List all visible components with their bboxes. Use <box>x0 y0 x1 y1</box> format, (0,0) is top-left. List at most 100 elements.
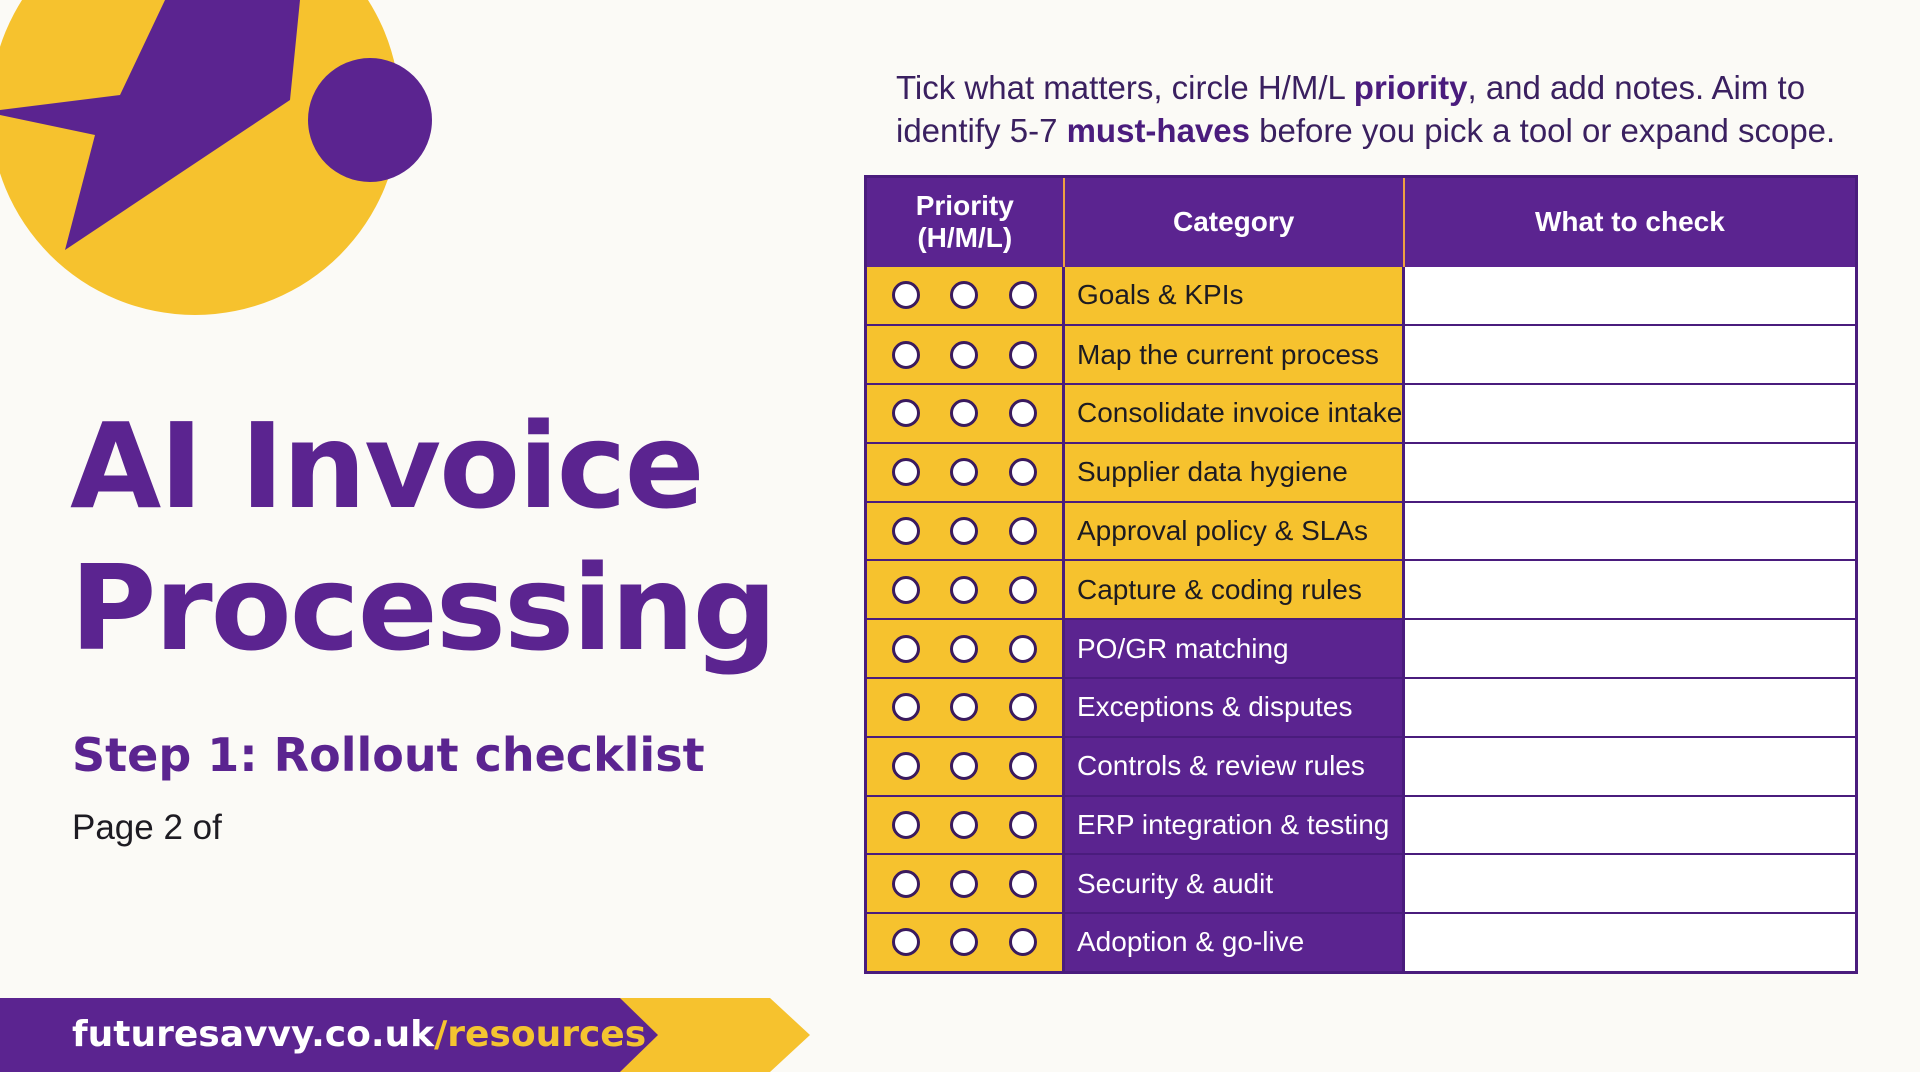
priority-medium-radio[interactable] <box>950 575 979 604</box>
priority-cell <box>865 384 1065 444</box>
priority-medium-radio[interactable] <box>950 281 979 310</box>
priority-high-radio[interactable] <box>892 399 921 428</box>
priority-high-radio[interactable] <box>892 281 921 310</box>
category-cell: ERP integration & testing <box>1063 795 1406 856</box>
table-row: Exceptions & disputes <box>865 678 1857 738</box>
footer-domain: futuresavvy.co.uk <box>72 1014 435 1055</box>
priority-high-radio[interactable] <box>892 458 921 487</box>
priority-low-radio[interactable] <box>1008 693 1037 722</box>
priority-low-radio[interactable] <box>1008 811 1037 840</box>
priority-medium-radio[interactable] <box>950 752 979 781</box>
table-row: Approval policy & SLAs <box>865 501 1857 562</box>
category-cell: Supplier data hygiene <box>1063 442 1406 503</box>
table-row: Goals & KPIs <box>865 266 1857 327</box>
intro-bold-must-haves: must-haves <box>1066 112 1250 149</box>
purple-star-shape <box>0 0 300 250</box>
priority-cell <box>865 913 1065 974</box>
priority-low-radio[interactable] <box>1008 928 1037 957</box>
priority-cell <box>865 736 1065 797</box>
priority-cell <box>865 795 1065 856</box>
priority-medium-radio[interactable] <box>950 340 979 369</box>
header-priority-line-2: (H/M/L) <box>917 222 1013 254</box>
header-category: Category <box>1063 176 1405 267</box>
page-title: AI Invoice Processing <box>70 395 777 679</box>
priority-cell <box>865 854 1065 915</box>
table-row: Consolidate invoice intake <box>865 384 1857 444</box>
intro-text: Tick what matters, circle H/M/L priority… <box>896 66 1896 152</box>
priority-low-radio[interactable] <box>1008 340 1037 369</box>
title-line-2: Processing <box>70 539 777 677</box>
priority-low-radio[interactable] <box>1008 575 1037 604</box>
priority-low-radio[interactable] <box>1008 869 1037 898</box>
footer-yellow-arrow <box>600 998 810 1072</box>
priority-high-radio[interactable] <box>892 575 921 604</box>
intro-bold-priority: priority <box>1353 69 1468 106</box>
priority-low-radio[interactable] <box>1008 634 1037 663</box>
what-to-check-cell[interactable] <box>1403 619 1857 680</box>
priority-medium-radio[interactable] <box>950 693 979 722</box>
subtitle: Step 1: Rollout checklist <box>72 728 705 782</box>
priority-medium-radio[interactable] <box>950 399 979 428</box>
priority-low-radio[interactable] <box>1008 281 1037 310</box>
category-cell: Adoption & go-live <box>1063 913 1406 974</box>
category-cell: Map the current process <box>1063 325 1406 386</box>
priority-high-radio[interactable] <box>892 693 921 722</box>
priority-cell <box>865 619 1065 680</box>
category-cell: Capture & coding rules <box>1063 560 1406 621</box>
category-cell: Controls & review rules <box>1063 736 1406 797</box>
category-cell: Exceptions & disputes <box>1063 678 1406 738</box>
table-row: Security & audit <box>865 854 1857 915</box>
priority-low-radio[interactable] <box>1008 458 1037 487</box>
checklist-table: Priority (H/M/L) Category What to check … <box>864 175 1858 974</box>
priority-high-radio[interactable] <box>892 811 921 840</box>
intro-part-3: before you pick a tool or expand scope. <box>1250 112 1836 149</box>
table-header-row: Priority (H/M/L) Category What to check <box>865 176 1857 267</box>
priority-cell <box>865 678 1065 738</box>
priority-high-radio[interactable] <box>892 928 921 957</box>
priority-high-radio[interactable] <box>892 340 921 369</box>
what-to-check-cell[interactable] <box>1403 325 1857 386</box>
title-line-1: AI Invoice <box>70 397 705 535</box>
what-to-check-cell[interactable] <box>1403 501 1857 562</box>
category-cell: Goals & KPIs <box>1063 266 1406 327</box>
what-to-check-cell[interactable] <box>1403 913 1857 974</box>
what-to-check-cell[interactable] <box>1403 678 1857 738</box>
priority-low-radio[interactable] <box>1008 517 1037 546</box>
header-priority: Priority (H/M/L) <box>865 176 1065 267</box>
footer-link[interactable]: futuresavvy.co.uk/resources <box>72 1014 646 1055</box>
priority-medium-radio[interactable] <box>950 458 979 487</box>
footer-path: /resources <box>434 1014 647 1055</box>
category-cell: Consolidate invoice intake <box>1063 384 1406 444</box>
what-to-check-cell[interactable] <box>1403 854 1857 915</box>
footer-purple-arrow <box>0 998 658 1072</box>
intro-part-1: Tick what matters, circle H/M/L <box>896 69 1354 106</box>
priority-medium-radio[interactable] <box>950 869 979 898</box>
what-to-check-cell[interactable] <box>1403 560 1857 621</box>
category-cell: Security & audit <box>1063 854 1406 915</box>
priority-high-radio[interactable] <box>892 517 921 546</box>
table-row: Supplier data hygiene <box>865 442 1857 503</box>
what-to-check-cell[interactable] <box>1403 384 1857 444</box>
priority-medium-radio[interactable] <box>950 517 979 546</box>
priority-low-radio[interactable] <box>1008 399 1037 428</box>
header-what-to-check: What to check <box>1403 176 1857 267</box>
what-to-check-cell[interactable] <box>1403 795 1857 856</box>
what-to-check-cell[interactable] <box>1403 736 1857 797</box>
page-number: Page 2 of <box>72 808 222 847</box>
priority-cell <box>865 325 1065 386</box>
priority-high-radio[interactable] <box>892 752 921 781</box>
table-row: Capture & coding rules <box>865 560 1857 621</box>
intro-part-2: , and add notes. Aim to identify 5-7 <box>896 69 1806 149</box>
table-row: Map the current process <box>865 325 1857 386</box>
priority-low-radio[interactable] <box>1008 752 1037 781</box>
table-row: ERP integration & testing <box>865 795 1857 856</box>
priority-medium-radio[interactable] <box>950 634 979 663</box>
priority-medium-radio[interactable] <box>950 811 979 840</box>
what-to-check-cell[interactable] <box>1403 266 1857 327</box>
table-row: PO/GR matching <box>865 619 1857 680</box>
header-priority-line-1: Priority <box>915 190 1014 222</box>
priority-high-radio[interactable] <box>892 634 921 663</box>
what-to-check-cell[interactable] <box>1403 442 1857 503</box>
priority-medium-radio[interactable] <box>950 928 979 957</box>
priority-high-radio[interactable] <box>892 869 921 898</box>
